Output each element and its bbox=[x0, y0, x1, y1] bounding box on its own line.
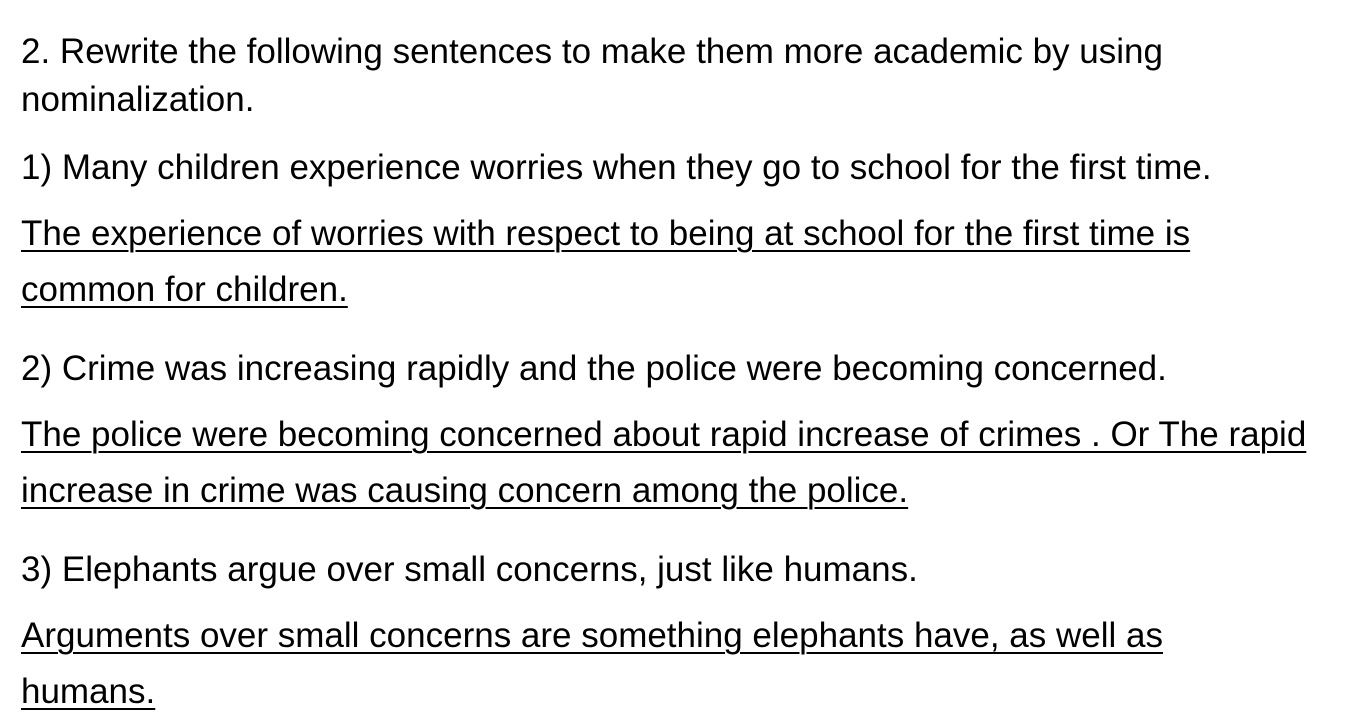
question-3: 3) Elephants argue over small concerns, … bbox=[21, 550, 918, 589]
question-1: 1) Many children experience worries when… bbox=[21, 148, 1212, 187]
answer-2: The police were becoming concerned about… bbox=[21, 415, 1307, 510]
answer-1: The experience of worries with respect t… bbox=[21, 214, 1191, 309]
answer-3: Arguments over small concerns are someth… bbox=[21, 616, 1163, 711]
question-2: 2) Crime was increasing rapidly and the … bbox=[21, 349, 1167, 388]
exercise-instruction: 2. Rewrite the following sentences to ma… bbox=[21, 32, 1163, 119]
